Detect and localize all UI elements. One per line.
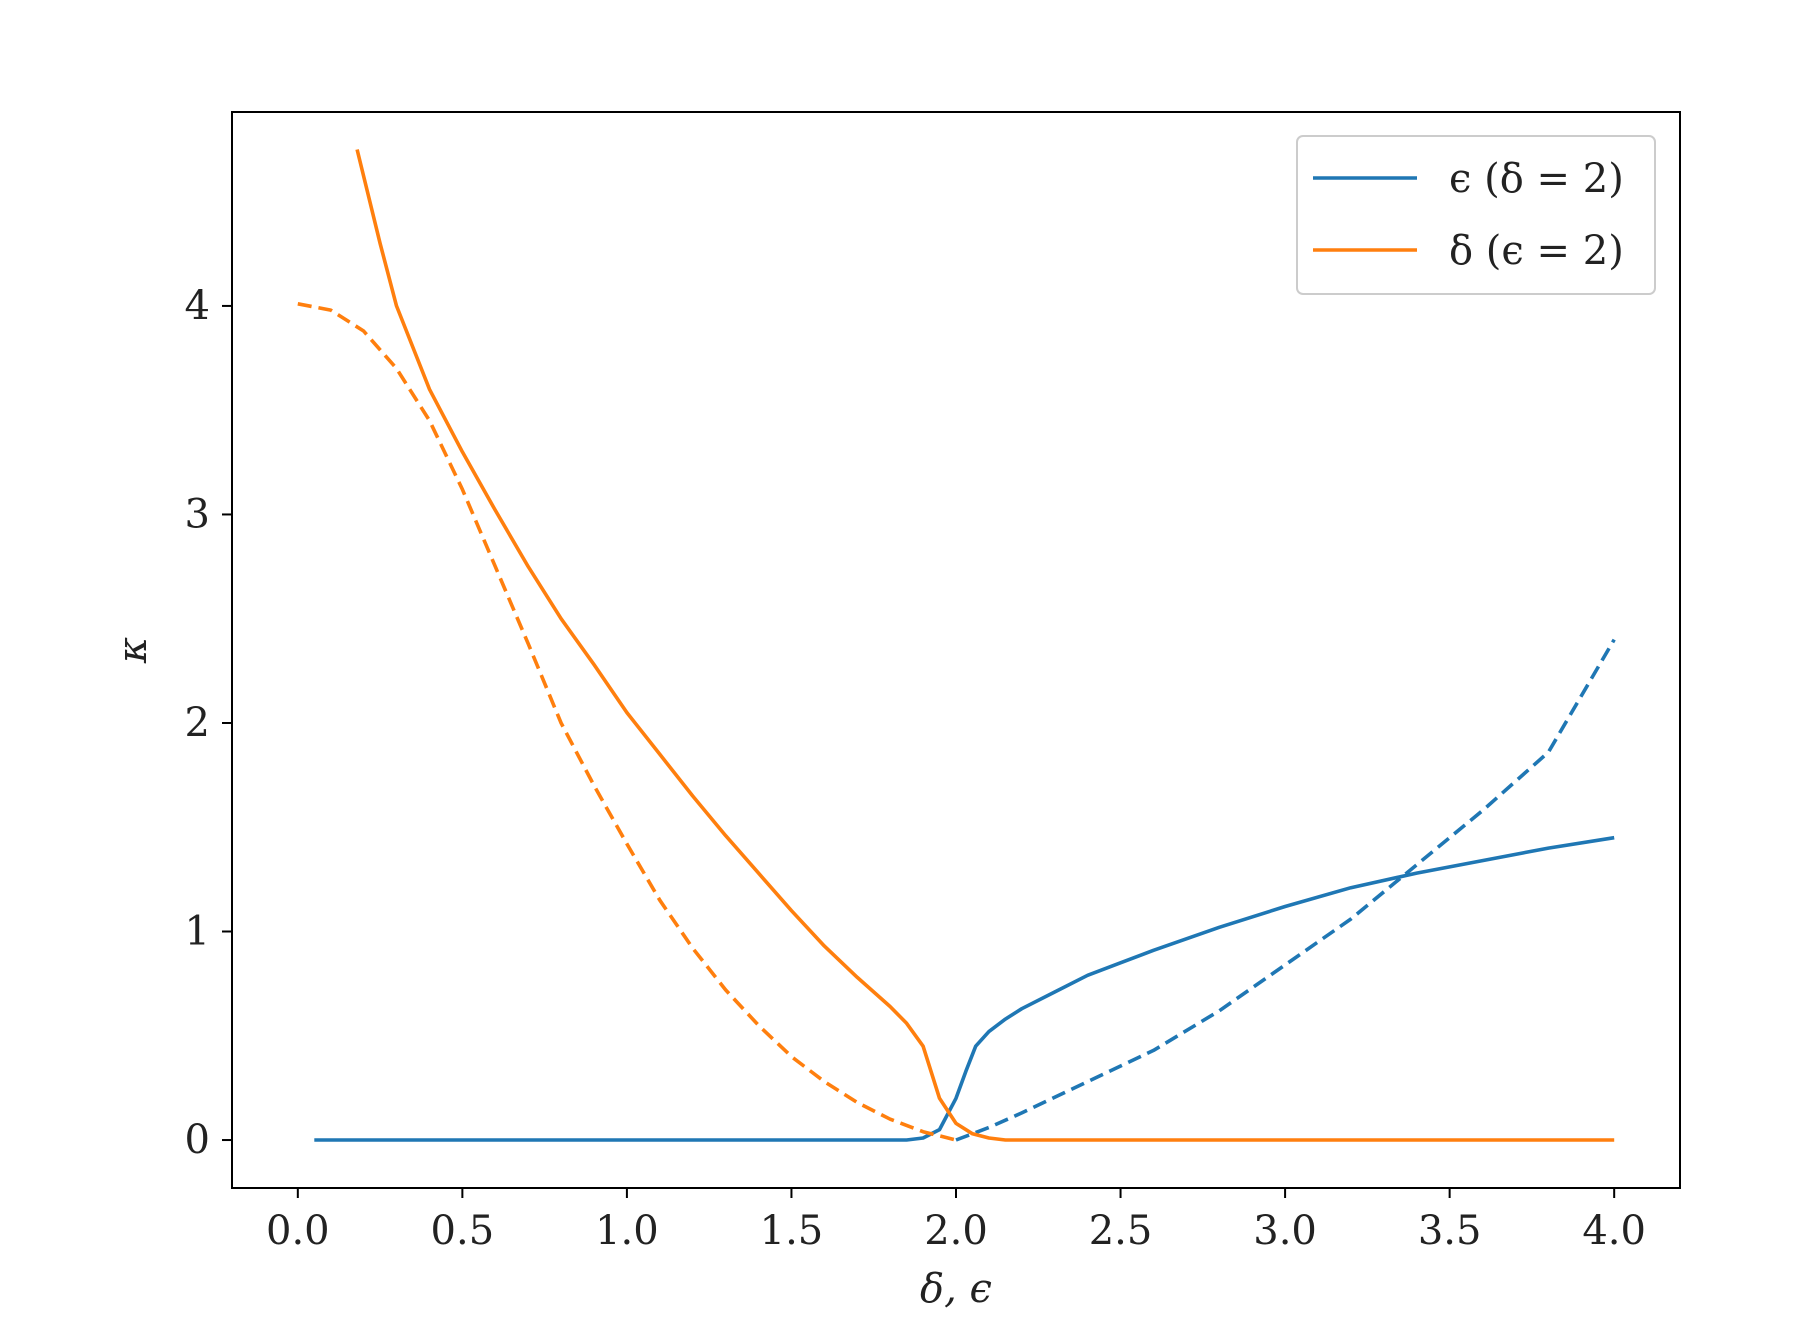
series-line-3-dashed (297, 302, 957, 1142)
x-tick-label: 0.5 (431, 1208, 495, 1254)
y-tick-label: 0 (185, 1117, 210, 1163)
series-line-0-solid (314, 835, 1615, 1142)
x-tick-label: 3.5 (1418, 1208, 1482, 1254)
x-tick-label: 4.0 (1582, 1208, 1646, 1254)
plot-lines (297, 149, 1616, 1142)
y-tick-label: 3 (185, 491, 210, 537)
legend-box (1296, 135, 1656, 295)
x-tick-label: 2.5 (1089, 1208, 1153, 1254)
x-tick-label: 1.0 (595, 1208, 659, 1254)
y-axis-label: κ (110, 637, 156, 664)
y-tick-label: 1 (185, 909, 210, 955)
x-tick-label: 2.0 (924, 1208, 988, 1254)
legend: ϵ (δ = 2) δ (ϵ = 2) (1296, 135, 1656, 295)
x-axis-ticks: 0.0 0.5 1.0 1.5 2.0 2.5 3.0 3.5 4.0 (266, 1188, 1646, 1254)
x-tick-label: 0.0 (266, 1208, 330, 1254)
y-tick-label: 4 (185, 283, 210, 329)
y-tick-label: 2 (185, 700, 210, 746)
legend-entry: ϵ (δ = 2) (1449, 156, 1624, 202)
y-axis-ticks: 0 1 2 3 4 (185, 283, 232, 1163)
x-tick-label: 1.5 (760, 1208, 824, 1254)
x-tick-label: 3.0 (1253, 1208, 1317, 1254)
legend-entry: δ (ϵ = 2) (1449, 228, 1624, 274)
x-axis-label: δ, ϵ (920, 1266, 992, 1312)
series-line-2-solid (355, 149, 1615, 1142)
series-line-1-dashed (955, 638, 1616, 1142)
